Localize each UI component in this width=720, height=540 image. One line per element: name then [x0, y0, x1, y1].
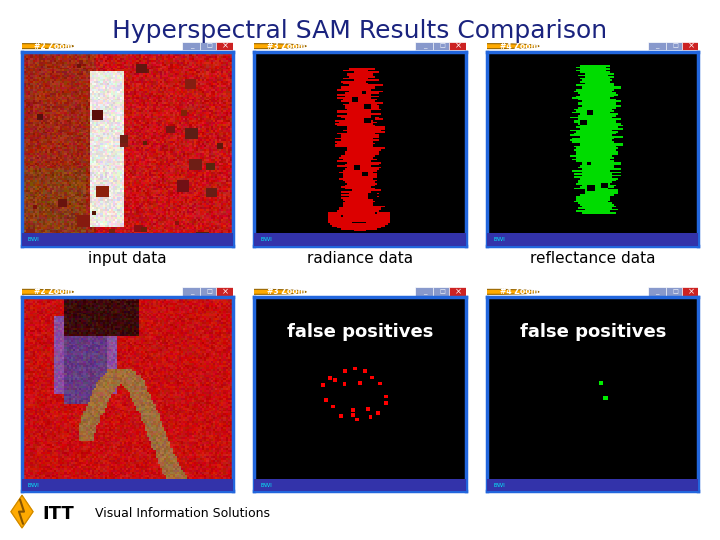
Text: ×: ×	[455, 42, 462, 51]
Text: ×: ×	[688, 42, 695, 51]
Bar	[377, 411, 380, 415]
Bar	[339, 415, 343, 418]
Bar	[353, 367, 356, 370]
FancyBboxPatch shape	[200, 287, 219, 296]
Text: Hyperspectral SAM Results Comparison: Hyperspectral SAM Results Comparison	[112, 19, 608, 43]
Bar	[363, 369, 367, 373]
FancyBboxPatch shape	[433, 287, 452, 296]
Text: _: _	[655, 43, 659, 49]
FancyBboxPatch shape	[182, 42, 201, 50]
FancyBboxPatch shape	[648, 287, 667, 296]
FancyBboxPatch shape	[666, 287, 685, 296]
FancyBboxPatch shape	[200, 42, 219, 50]
Text: _: _	[423, 289, 426, 295]
Bar	[328, 376, 332, 380]
FancyBboxPatch shape	[216, 287, 235, 296]
FancyBboxPatch shape	[182, 287, 201, 296]
Bar	[321, 383, 325, 387]
Bar	[254, 233, 466, 246]
Text: #4 Zoom [..  ...: #4 Zoom [.. ...	[500, 287, 564, 296]
Text: #3 Zoom [..  ...: #3 Zoom [.. ...	[267, 42, 331, 51]
Bar	[333, 378, 337, 382]
Text: ×: ×	[455, 287, 462, 296]
Text: Visual Information Solutions: Visual Information Solutions	[95, 507, 270, 520]
Circle shape	[0, 44, 73, 49]
Circle shape	[213, 289, 306, 294]
Bar	[603, 396, 608, 400]
FancyBboxPatch shape	[682, 42, 701, 50]
Bar	[351, 408, 355, 411]
Circle shape	[446, 44, 539, 49]
Text: _: _	[655, 289, 659, 295]
Circle shape	[213, 44, 306, 49]
Text: ITT: ITT	[42, 505, 73, 523]
Bar	[384, 401, 388, 404]
Text: ENVI: ENVI	[28, 483, 40, 488]
FancyBboxPatch shape	[449, 42, 468, 50]
Text: ×: ×	[688, 287, 695, 296]
Text: #4 Zoom [..  ...: #4 Zoom [.. ...	[500, 42, 564, 51]
FancyBboxPatch shape	[216, 42, 235, 50]
Bar	[22, 233, 233, 246]
FancyBboxPatch shape	[449, 287, 468, 296]
Bar	[487, 233, 698, 246]
Bar	[343, 369, 347, 373]
Bar	[369, 415, 372, 419]
Text: □: □	[439, 289, 445, 294]
Text: ENVI: ENVI	[261, 237, 272, 242]
Bar	[359, 381, 362, 384]
Text: #2 Zoom [..  ...: #2 Zoom [.. ...	[35, 42, 99, 51]
Bar	[22, 479, 233, 491]
Text: ENVI: ENVI	[493, 483, 505, 488]
Text: reflectance data: reflectance data	[530, 251, 655, 266]
FancyBboxPatch shape	[433, 42, 452, 50]
Bar	[324, 398, 328, 402]
Text: false positives: false positives	[287, 323, 433, 341]
Circle shape	[446, 289, 539, 294]
Text: _: _	[190, 289, 194, 295]
FancyBboxPatch shape	[648, 42, 667, 50]
Text: _: _	[190, 43, 194, 49]
Text: false positives: false positives	[520, 323, 666, 341]
FancyBboxPatch shape	[682, 287, 701, 296]
Bar	[370, 376, 374, 379]
Text: □: □	[207, 44, 212, 49]
Bar	[379, 382, 382, 386]
Bar	[487, 479, 698, 491]
Text: □: □	[672, 44, 678, 49]
Text: #2 Zoom [..  ...: #2 Zoom [.. ...	[35, 287, 99, 296]
Bar	[343, 382, 346, 386]
Polygon shape	[11, 496, 33, 528]
Bar	[331, 405, 335, 408]
FancyBboxPatch shape	[415, 42, 434, 50]
FancyBboxPatch shape	[415, 287, 434, 296]
FancyBboxPatch shape	[666, 42, 685, 50]
Text: input data: input data	[88, 251, 166, 266]
Text: □: □	[672, 289, 678, 294]
Text: _: _	[423, 43, 426, 49]
Bar	[384, 395, 387, 399]
Bar	[254, 479, 466, 491]
Circle shape	[0, 289, 73, 294]
Text: ENVI: ENVI	[261, 483, 272, 488]
Bar	[599, 381, 603, 384]
Text: ×: ×	[222, 42, 229, 51]
Bar	[355, 418, 359, 421]
Text: #3 Zoom [..  ...: #3 Zoom [.. ...	[267, 287, 331, 296]
Bar	[366, 408, 370, 411]
Bar	[351, 413, 355, 417]
Text: ENVI: ENVI	[28, 237, 40, 242]
Text: ×: ×	[222, 287, 229, 296]
Text: □: □	[207, 289, 212, 294]
Text: ENVI: ENVI	[493, 237, 505, 242]
Text: radiance data: radiance data	[307, 251, 413, 266]
Text: □: □	[439, 44, 445, 49]
